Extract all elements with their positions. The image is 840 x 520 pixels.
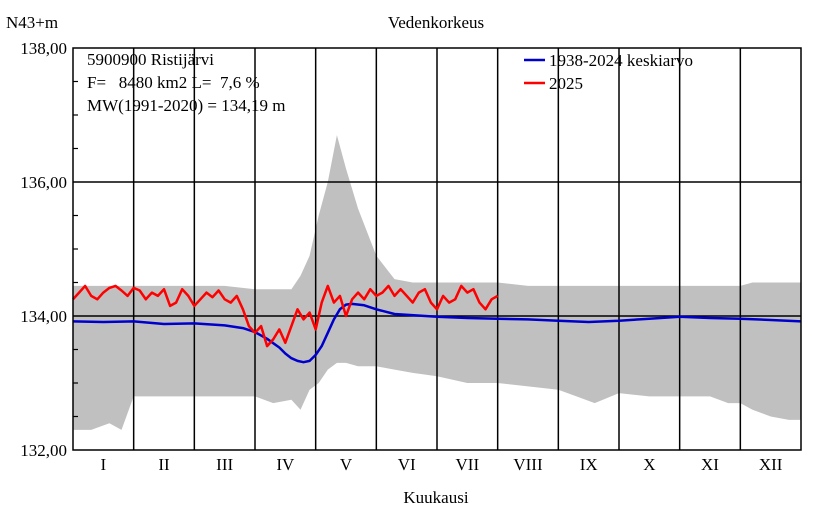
x-tick-label: II [158,455,170,474]
series-lines [72,284,802,364]
x-tick-label: VI [398,455,416,474]
x-tick-label: I [100,455,106,474]
y-tick-label: 138,00 [20,39,67,58]
y-axis-unit-label: N43+m [6,13,58,32]
x-tick-label: VII [456,455,480,474]
x-tick-label: V [340,455,353,474]
station-label: 5900900 Ristijärvi [87,50,214,69]
y-tick-label: 136,00 [20,173,67,192]
x-tick-label: X [643,455,655,474]
x-tick-label: III [216,455,233,474]
x-tick-label: IX [580,455,598,474]
catchment-info: F= 8480 km2 L= 7,6 % [87,73,260,92]
x-tick-label: XI [701,455,719,474]
y-tick-label: 132,00 [20,441,67,460]
x-axis-label: Kuukausi [403,488,468,507]
legend-label-mean: 1938-2024 keskiarvo [549,51,693,70]
legend: 1938-2024 keskiarvo 2025 [524,51,693,93]
chart-title: Vedenkorkeus [388,13,484,32]
y-tick-label: 134,00 [20,307,67,326]
x-tick-label: XII [759,455,783,474]
x-tick-label: VIII [513,455,543,474]
x-tick-label: IV [276,455,295,474]
mean-water-level-info: MW(1991-2020) = 134,19 m [87,96,285,115]
series-line-mean [72,302,802,364]
series-line-2025 [72,284,499,348]
legend-label-2025: 2025 [549,74,583,93]
